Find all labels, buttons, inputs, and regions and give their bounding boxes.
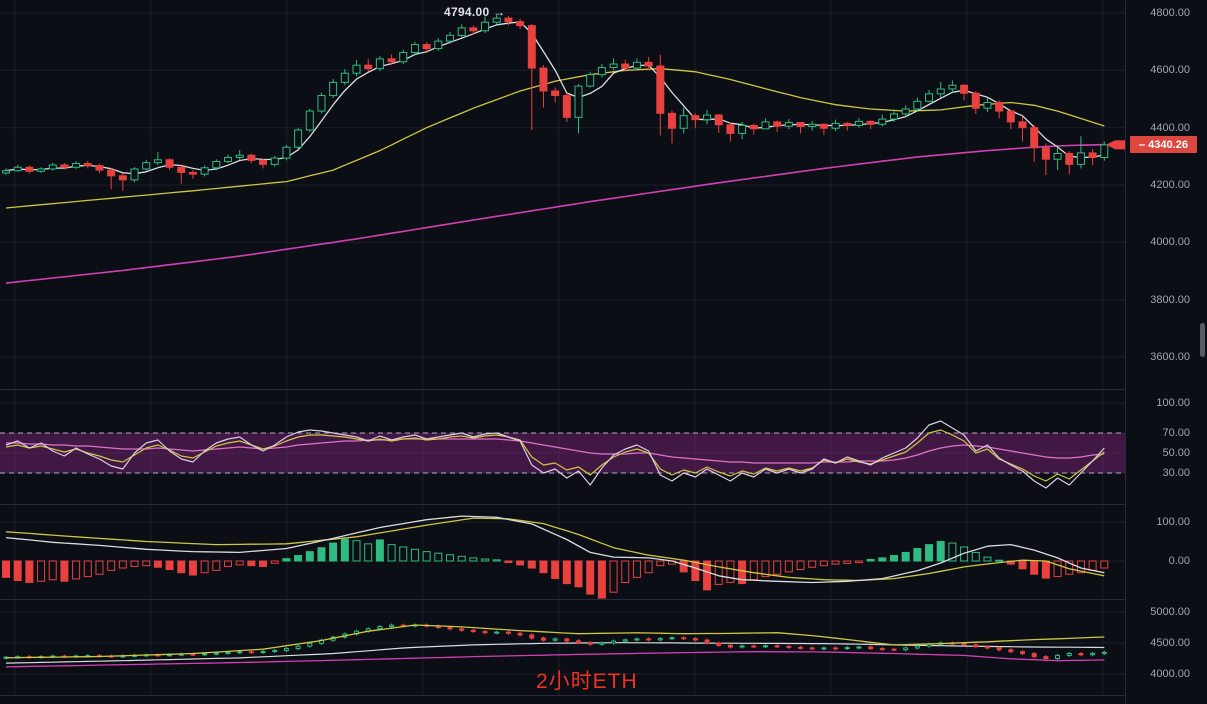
- price-axis[interactable]: ‒ 4340.26 4800.00 4600.00 4400.00 4200.00 40…: [1125, 0, 1200, 704]
- axis-tick-label: 4500.00: [1150, 637, 1190, 649]
- pane-divider[interactable]: [0, 695, 1125, 696]
- axis-tick-label: 4200.00: [1150, 179, 1190, 192]
- pane-divider[interactable]: [0, 599, 1125, 600]
- axis-tick-label: 4000.00: [1150, 668, 1190, 680]
- pane-rsi[interactable]: [0, 390, 1125, 505]
- axis-tick-label: 4800.00: [1150, 7, 1190, 19]
- current-price-badge: ‒ 4340.26: [1130, 136, 1197, 154]
- pane-divider[interactable]: [0, 504, 1125, 505]
- chart-panes: [0, 0, 1125, 696]
- badge-dash-icon: ‒: [1139, 138, 1146, 151]
- axis-tick-label: 3800.00: [1150, 293, 1190, 306]
- scrollbar-thumb[interactable]: [1200, 323, 1205, 357]
- axis-tick-label: 50.00: [1162, 447, 1190, 459]
- axis-tick-label: 5000.00: [1150, 606, 1190, 618]
- axis-tick-label: 4000.00: [1150, 236, 1190, 249]
- scrollbar-track[interactable]: [1199, 0, 1207, 704]
- pane-macd[interactable]: [0, 505, 1125, 600]
- axis-tick-label: 4600.00: [1150, 64, 1190, 77]
- axis-tick-label: 3600.00: [1150, 351, 1190, 364]
- axis-tick-label: 0.00: [1168, 555, 1190, 567]
- current-price-value: 4340.26: [1148, 138, 1188, 151]
- pane-main[interactable]: [0, 0, 1125, 390]
- axis-tick-label: 70.00: [1162, 427, 1190, 439]
- axis-tick-label: 4400.00: [1150, 121, 1190, 134]
- timeframe-symbol-label: 2小时ETH: [536, 670, 638, 693]
- axis-tick-label: 100.00: [1156, 397, 1190, 409]
- axis-tick-label: 100.00: [1156, 516, 1190, 528]
- pane-divider[interactable]: [0, 389, 1125, 390]
- pane-mini[interactable]: [0, 600, 1125, 696]
- high-price-annotation: 4794.00 →: [444, 5, 506, 19]
- axis-tick-label: 30.00: [1162, 467, 1190, 479]
